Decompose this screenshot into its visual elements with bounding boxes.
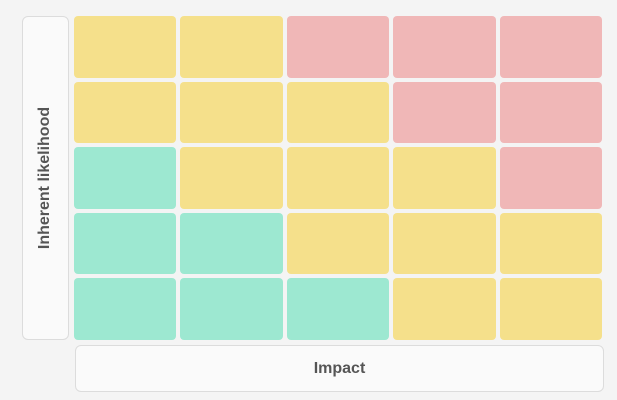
matrix-cell <box>74 81 177 144</box>
matrix-cell <box>74 278 177 340</box>
x-axis-label: Impact <box>313 359 366 377</box>
risk-matrix <box>74 16 602 340</box>
matrix-cell <box>393 278 496 340</box>
matrix-cell <box>286 16 390 78</box>
matrix-cell <box>180 212 283 275</box>
matrix-cell <box>499 212 602 275</box>
matrix-cell <box>393 16 496 78</box>
matrix-cell <box>393 81 496 144</box>
matrix-cell <box>499 147 602 209</box>
matrix-cell <box>74 16 177 78</box>
y-axis-label: Inherent likelihood <box>36 106 54 250</box>
matrix-cell <box>180 147 283 209</box>
x-axis-box: Impact <box>75 345 604 392</box>
matrix-cell <box>286 278 390 340</box>
matrix-cell <box>286 212 390 275</box>
matrix-cell <box>499 278 602 340</box>
matrix-cell <box>499 81 602 144</box>
matrix-cell <box>180 278 283 340</box>
matrix-cell <box>180 16 283 78</box>
matrix-cell <box>393 212 496 275</box>
matrix-cell <box>393 147 496 209</box>
matrix-cell <box>74 147 177 209</box>
matrix-cell <box>286 147 390 209</box>
matrix-cell <box>286 81 390 144</box>
y-axis-box: Inherent likelihood <box>22 16 69 340</box>
matrix-cell <box>74 212 177 275</box>
matrix-cell <box>180 81 283 144</box>
matrix-cell <box>499 16 602 78</box>
